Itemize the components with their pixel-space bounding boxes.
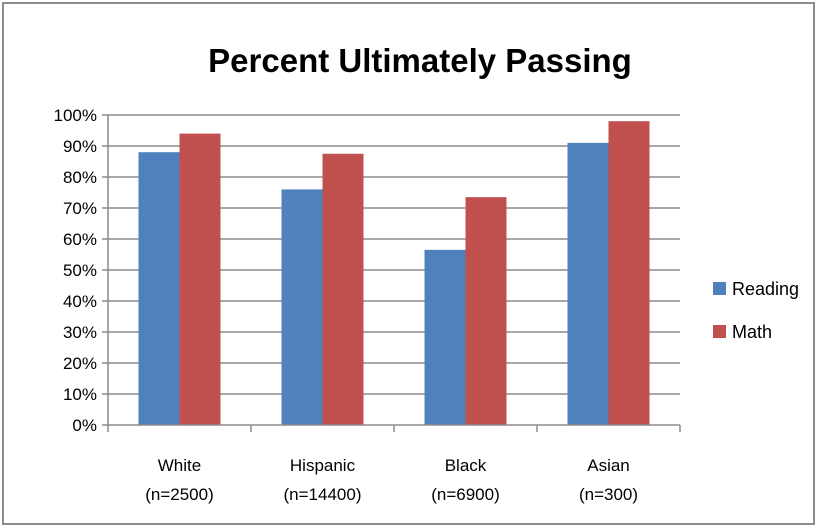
legend-swatch-math — [713, 325, 726, 338]
x-tick-sublabel: (n=2500) — [145, 485, 214, 504]
bar-math-white — [179, 133, 221, 425]
bar-math-asian — [608, 121, 650, 425]
bar-reading-black — [424, 249, 466, 425]
x-tick-labels: White (n=2500) Hispanic (n=14400) Black (n=69… — [145, 456, 638, 504]
bar-math-hispanic — [322, 153, 364, 425]
y-tick-label: 0% — [72, 416, 97, 435]
chart-title: Percent Ultimately Passing — [208, 42, 632, 79]
y-tick-label: 90% — [63, 137, 97, 156]
y-tick-label: 30% — [63, 323, 97, 342]
legend: Reading Math — [713, 279, 799, 342]
axes — [102, 114, 681, 432]
y-tick-label: 80% — [63, 168, 97, 187]
y-tick-label: 100% — [54, 106, 97, 125]
x-tick-label: White — [158, 456, 201, 475]
bar-reading-asian — [567, 142, 609, 425]
y-tick-labels: 0% 10% 20% 30% 40% 50% 60% 70% 80% 90% 100% — [54, 106, 97, 435]
legend-label-math: Math — [732, 322, 772, 342]
bar-math-black — [465, 197, 507, 425]
bar-reading-hispanic — [281, 189, 323, 425]
bars — [138, 121, 650, 425]
y-tick-label: 50% — [63, 261, 97, 280]
x-tick-sublabel: (n=300) — [579, 485, 638, 504]
y-tick-label: 20% — [63, 354, 97, 373]
legend-swatch-reading — [713, 282, 726, 295]
x-tick-label: Black — [445, 456, 487, 475]
x-tick-sublabel: (n=14400) — [284, 485, 362, 504]
bar-reading-white — [138, 152, 180, 425]
x-tick-label: Asian — [587, 456, 630, 475]
y-tick-label: 70% — [63, 199, 97, 218]
x-tick-label: Hispanic — [290, 456, 356, 475]
y-tick-label: 60% — [63, 230, 97, 249]
y-tick-label: 10% — [63, 385, 97, 404]
x-tick-sublabel: (n=6900) — [431, 485, 500, 504]
legend-label-reading: Reading — [732, 279, 799, 299]
y-tick-label: 40% — [63, 292, 97, 311]
